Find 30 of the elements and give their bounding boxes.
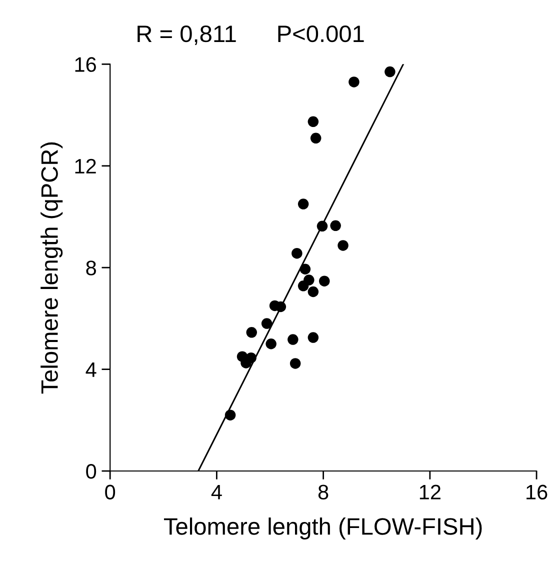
x-axis-title: Telomere length (FLOW-FISH) [164,518,482,540]
point [319,276,330,286]
x-tick-label: 8 [318,484,328,500]
point [288,334,298,345]
point [266,338,276,350]
x-tick-label: 4 [211,484,222,500]
point [290,358,301,369]
point [308,332,319,343]
x-tick-label: 16 [526,484,548,500]
y-axis-title: Telomere length (qPCR) [40,142,63,394]
point [338,240,348,251]
point [261,318,272,329]
point [310,132,322,144]
y-tick-label: 12 [75,158,96,174]
point [384,66,396,78]
y-tick-label: 4 [86,362,96,377]
point [330,220,341,232]
y-tick-label: 8 [86,260,96,276]
y-tick-label: 0 [86,464,96,479]
point [308,286,319,298]
point [292,248,302,259]
point [298,198,309,210]
point [348,76,360,88]
x-tick-label: 12 [420,484,440,500]
point [308,116,319,128]
y-tick-label: 16 [75,57,96,72]
chart-title: R = 0,811 P<0.001 [138,25,364,45]
x-tick-label: 0 [105,484,116,500]
point [246,327,257,338]
point [298,280,309,292]
